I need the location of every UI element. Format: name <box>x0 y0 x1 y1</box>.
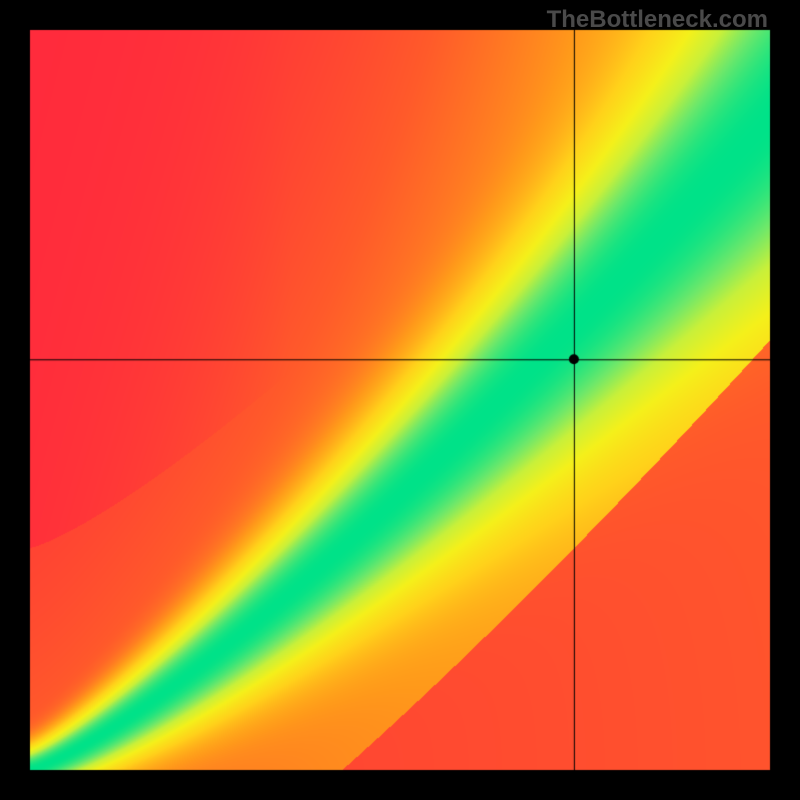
chart-container: TheBottleneck.com <box>0 0 800 800</box>
watermark-text: TheBottleneck.com <box>547 6 768 34</box>
bottleneck-heatmap <box>0 0 800 800</box>
